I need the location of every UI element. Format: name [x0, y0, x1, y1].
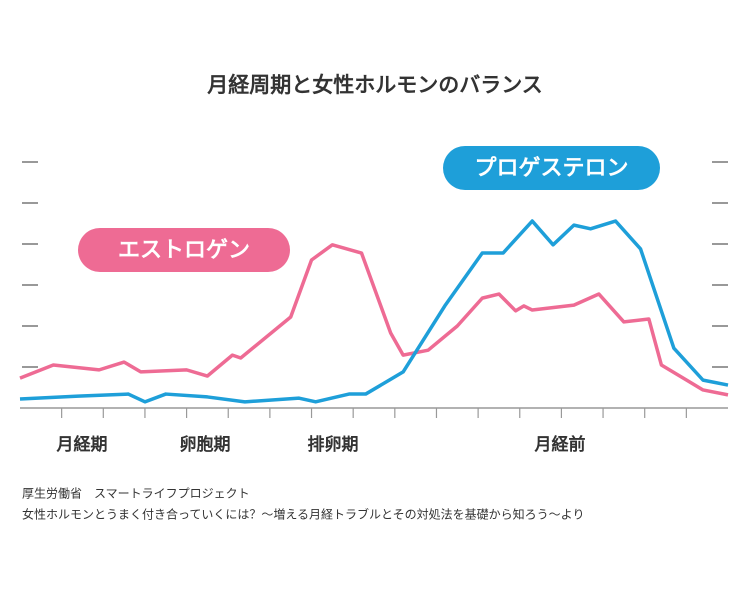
source: 女性ホルモンとうまく付き合っていくには？～増える月経トラブルとその対処法を基礎か…	[22, 507, 584, 522]
line	[19, 243, 729, 397]
line	[19, 219, 729, 404]
phase-label: 排卵期	[308, 434, 359, 455]
legend-pill	[78, 228, 290, 272]
phase-label: 月経期	[56, 434, 108, 455]
legend-label: エストロゲン	[118, 238, 250, 263]
legend-pill	[443, 146, 660, 190]
phase-label: 月経前	[534, 434, 586, 455]
phase-label: 卵胞期	[180, 434, 231, 455]
legend-label: プロゲステロン	[474, 156, 628, 181]
chart-title: 月経周期と女性ホルモンのバランス	[206, 73, 543, 97]
source: 厚生労働省 スマートライフプロジェクト	[22, 487, 250, 501]
